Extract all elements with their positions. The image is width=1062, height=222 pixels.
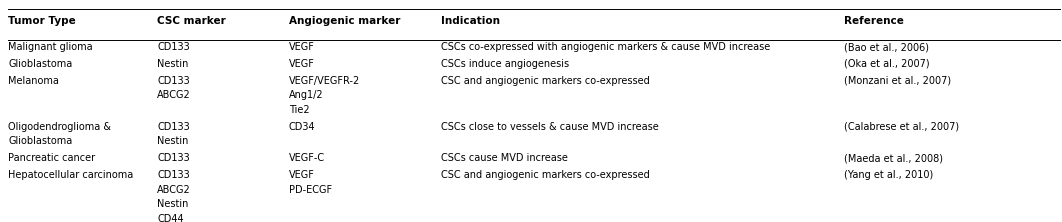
Text: VEGF: VEGF <box>289 59 314 69</box>
Text: CD44: CD44 <box>157 214 184 222</box>
Text: CSCs cause MVD increase: CSCs cause MVD increase <box>441 153 567 163</box>
Text: Nestin: Nestin <box>157 199 189 209</box>
Text: CSCs close to vessels & cause MVD increase: CSCs close to vessels & cause MVD increa… <box>441 122 658 132</box>
Text: VEGF-C: VEGF-C <box>289 153 325 163</box>
Text: Tie2: Tie2 <box>289 105 309 115</box>
Text: Angiogenic marker: Angiogenic marker <box>289 16 400 26</box>
Text: Glioblastoma: Glioblastoma <box>8 136 72 146</box>
Text: Ang1/2: Ang1/2 <box>289 90 324 100</box>
Text: Nestin: Nestin <box>157 136 189 146</box>
Text: CSCs co-expressed with angiogenic markers & cause MVD increase: CSCs co-expressed with angiogenic marker… <box>441 42 770 52</box>
Text: (Calabrese et al., 2007): (Calabrese et al., 2007) <box>844 122 959 132</box>
Text: CD133: CD133 <box>157 42 190 52</box>
Text: (Maeda et al., 2008): (Maeda et al., 2008) <box>844 153 943 163</box>
Text: Pancreatic cancer: Pancreatic cancer <box>8 153 96 163</box>
Text: (Monzani et al., 2007): (Monzani et al., 2007) <box>844 76 952 86</box>
Text: CD133: CD133 <box>157 76 190 86</box>
Text: CSC and angiogenic markers co-expressed: CSC and angiogenic markers co-expressed <box>441 76 650 86</box>
Text: (Oka et al., 2007): (Oka et al., 2007) <box>844 59 930 69</box>
Text: Malignant glioma: Malignant glioma <box>8 42 93 52</box>
Text: Melanoma: Melanoma <box>8 76 59 86</box>
Text: CSC and angiogenic markers co-expressed: CSC and angiogenic markers co-expressed <box>441 170 650 180</box>
Text: PD-ECGF: PD-ECGF <box>289 184 332 194</box>
Text: (Bao et al., 2006): (Bao et al., 2006) <box>844 42 929 52</box>
Text: VEGF: VEGF <box>289 170 314 180</box>
Text: CD133: CD133 <box>157 153 190 163</box>
Text: CSC marker: CSC marker <box>157 16 226 26</box>
Text: (Yang et al., 2010): (Yang et al., 2010) <box>844 170 933 180</box>
Text: CD133: CD133 <box>157 122 190 132</box>
Text: Oligodendroglioma &: Oligodendroglioma & <box>8 122 112 132</box>
Text: CD34: CD34 <box>289 122 315 132</box>
Text: ABCG2: ABCG2 <box>157 184 191 194</box>
Text: Reference: Reference <box>844 16 904 26</box>
Text: ABCG2: ABCG2 <box>157 90 191 100</box>
Text: Hepatocellular carcinoma: Hepatocellular carcinoma <box>8 170 134 180</box>
Text: Nestin: Nestin <box>157 59 189 69</box>
Text: Glioblastoma: Glioblastoma <box>8 59 72 69</box>
Text: Tumor Type: Tumor Type <box>8 16 76 26</box>
Text: CSCs induce angiogenesis: CSCs induce angiogenesis <box>441 59 569 69</box>
Text: VEGF: VEGF <box>289 42 314 52</box>
Text: Indication: Indication <box>441 16 500 26</box>
Text: CD133: CD133 <box>157 170 190 180</box>
Text: VEGF/VEGFR-2: VEGF/VEGFR-2 <box>289 76 360 86</box>
